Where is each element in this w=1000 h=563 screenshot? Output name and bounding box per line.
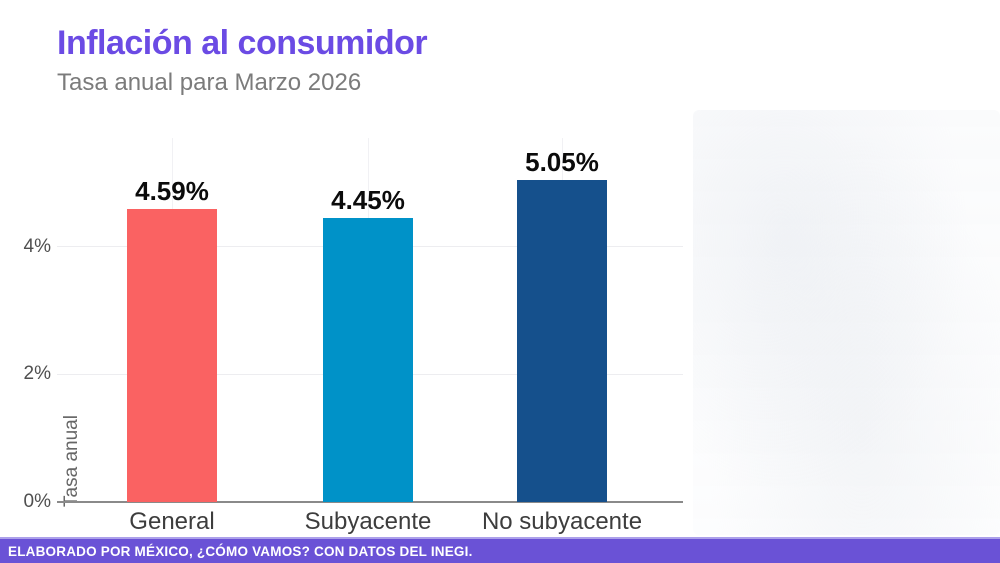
bar-value-label: 4.59% (135, 175, 209, 206)
x-category-label: Subyacente (304, 508, 432, 535)
page-subtitle: Tasa anual para Marzo 2026 (57, 69, 362, 96)
chart-header: Inflación al consumidor Tasa anual para … (57, 24, 428, 97)
bar-value-label: 5.05% (525, 146, 599, 177)
y-tick-label: 4% (23, 235, 51, 257)
x-category-label: General (129, 508, 215, 535)
bar-value-label: 4.45% (331, 184, 405, 215)
bar-subyacente (323, 217, 413, 502)
y-tick-label: 2% (23, 363, 51, 385)
credit-text: ELABORADO POR MÉXICO, ¿CÓMO VAMOS? CON D… (8, 543, 473, 559)
credit-footer-bar: ELABORADO POR MÉXICO, ¿CÓMO VAMOS? CON D… (0, 537, 1000, 563)
faded-watermark (693, 110, 1000, 535)
x-axis-line (57, 501, 683, 503)
bar-chart-plot-area: Tasa anual 0% 2% 4% 4.59% General 4.45% Subyac… (24, 138, 683, 535)
page-title: Inflación al consumidor (57, 24, 428, 62)
x-category-label: No subyacente (481, 508, 643, 535)
bar-no-subyacente (517, 179, 607, 502)
bar-general (127, 208, 217, 502)
y-tick-label: 0% (23, 491, 51, 512)
